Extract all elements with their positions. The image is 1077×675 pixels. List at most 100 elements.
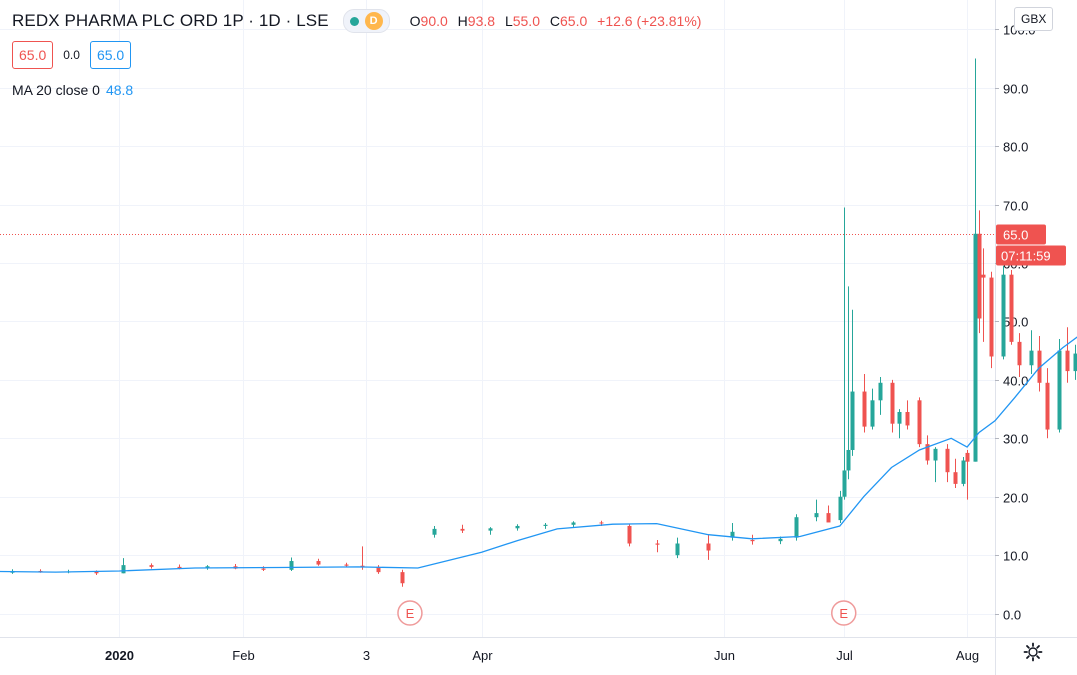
candle-body — [870, 400, 875, 427]
candle — [400, 569, 405, 587]
earnings-circle — [831, 600, 857, 626]
open-label: O — [409, 13, 421, 29]
candle-body — [933, 448, 938, 461]
candle — [933, 447, 938, 483]
ma-line — [0, 336, 1077, 573]
candle-body — [432, 528, 437, 535]
ma-legend[interactable]: MA 20 close 0 48.8 — [12, 82, 133, 98]
candle-body — [862, 391, 867, 427]
earnings-label: E — [406, 606, 415, 621]
chart-header: REDX PHARMA PLC ORD 1P · 1D · LSE D O90.… — [12, 9, 701, 33]
x-tick-label: 3 — [363, 648, 370, 663]
candle-body — [1017, 341, 1022, 366]
candle-body — [1001, 274, 1006, 357]
candle-body — [730, 531, 735, 538]
y-tick-label: 20.0 — [1003, 491, 1028, 506]
candle-body — [675, 543, 680, 556]
candle — [1017, 333, 1022, 377]
ohlc-values: O90.0 H93.8 L55.0 C65.0 +12.6 (+23.81%) — [410, 13, 702, 29]
candle — [316, 558, 321, 566]
candle — [1037, 336, 1042, 392]
candle — [965, 449, 970, 500]
candle-body — [953, 472, 958, 484]
y-tick-label: 40.0 — [1003, 374, 1028, 389]
candle — [989, 271, 994, 369]
candle-body — [599, 522, 604, 524]
candle — [627, 523, 632, 547]
symbol-title[interactable]: REDX PHARMA PLC ORD 1P · 1D · LSE — [12, 11, 329, 30]
candle-body — [961, 460, 966, 484]
status-pill[interactable]: D — [342, 9, 390, 33]
x-tick-label: Jun — [714, 648, 735, 663]
candle-body — [842, 470, 847, 497]
high-value: 93.8 — [467, 13, 496, 29]
candle-body — [846, 449, 851, 471]
candle-body — [794, 517, 799, 538]
x-tick-label: Jul — [836, 648, 853, 663]
x-tick-label: Feb — [232, 648, 254, 663]
candle — [289, 557, 294, 571]
earnings-marker: E — [397, 600, 423, 626]
x-tick-label: Apr — [472, 648, 493, 663]
quote-row: 65.0 0.0 65.0 — [12, 41, 132, 69]
candle-body — [981, 274, 986, 278]
candle — [973, 58, 978, 462]
candle-body — [706, 543, 711, 551]
candle-body — [826, 513, 831, 523]
candle — [571, 521, 576, 528]
candle-body — [1037, 350, 1042, 383]
x-tick-label: 2020 — [105, 648, 134, 663]
candle — [945, 444, 950, 483]
candle-body — [838, 496, 843, 521]
candle — [870, 388, 875, 430]
candle — [1057, 338, 1062, 433]
candle — [543, 523, 548, 529]
sell-price-button[interactable]: 65.0 — [12, 41, 54, 69]
candle — [750, 534, 755, 545]
candle — [846, 286, 851, 480]
buy-price-button[interactable]: 65.0 — [89, 41, 132, 69]
earnings-marker: E — [831, 600, 857, 626]
low-value: 55.0 — [512, 13, 540, 29]
gear-icon[interactable] — [1022, 641, 1044, 663]
candle-body — [177, 566, 182, 569]
countdown-bg — [996, 245, 1066, 266]
candle-body — [571, 522, 576, 525]
candle-body — [850, 391, 855, 450]
interval-badge: D — [364, 12, 383, 30]
candle-body — [289, 561, 294, 570]
candle-body — [973, 233, 978, 462]
price-label: 65.0 — [1003, 228, 1028, 243]
candle-body — [945, 448, 950, 473]
candle-body — [1057, 350, 1062, 430]
candle-body — [360, 565, 365, 567]
candle-body — [814, 513, 819, 518]
candle — [862, 374, 867, 433]
low-label: L — [504, 13, 513, 29]
y-tick-label: 80.0 — [1003, 140, 1028, 155]
candle-body — [149, 565, 154, 567]
candle-body — [205, 566, 210, 569]
price-label-bg — [996, 224, 1046, 245]
close-label: C — [549, 13, 560, 29]
earnings-circle — [397, 600, 423, 626]
open-value: 90.0 — [420, 13, 448, 29]
candle — [730, 523, 735, 541]
candle-body — [977, 233, 982, 319]
candle-body — [1065, 350, 1070, 372]
currency-badge[interactable]: GBX — [1014, 7, 1054, 31]
candle-body — [344, 564, 349, 566]
candle-body — [897, 412, 902, 424]
countdown-label: 07:11:59 — [1001, 249, 1051, 264]
candle — [953, 458, 958, 488]
candle — [515, 524, 520, 531]
candle-body — [261, 568, 266, 570]
candle — [360, 546, 365, 570]
candle-body — [878, 382, 883, 401]
candle — [878, 376, 883, 415]
candle — [905, 400, 910, 430]
y-tick-label: 90.0 — [1003, 82, 1028, 97]
candle-body — [925, 444, 930, 461]
candle-body — [543, 524, 548, 526]
